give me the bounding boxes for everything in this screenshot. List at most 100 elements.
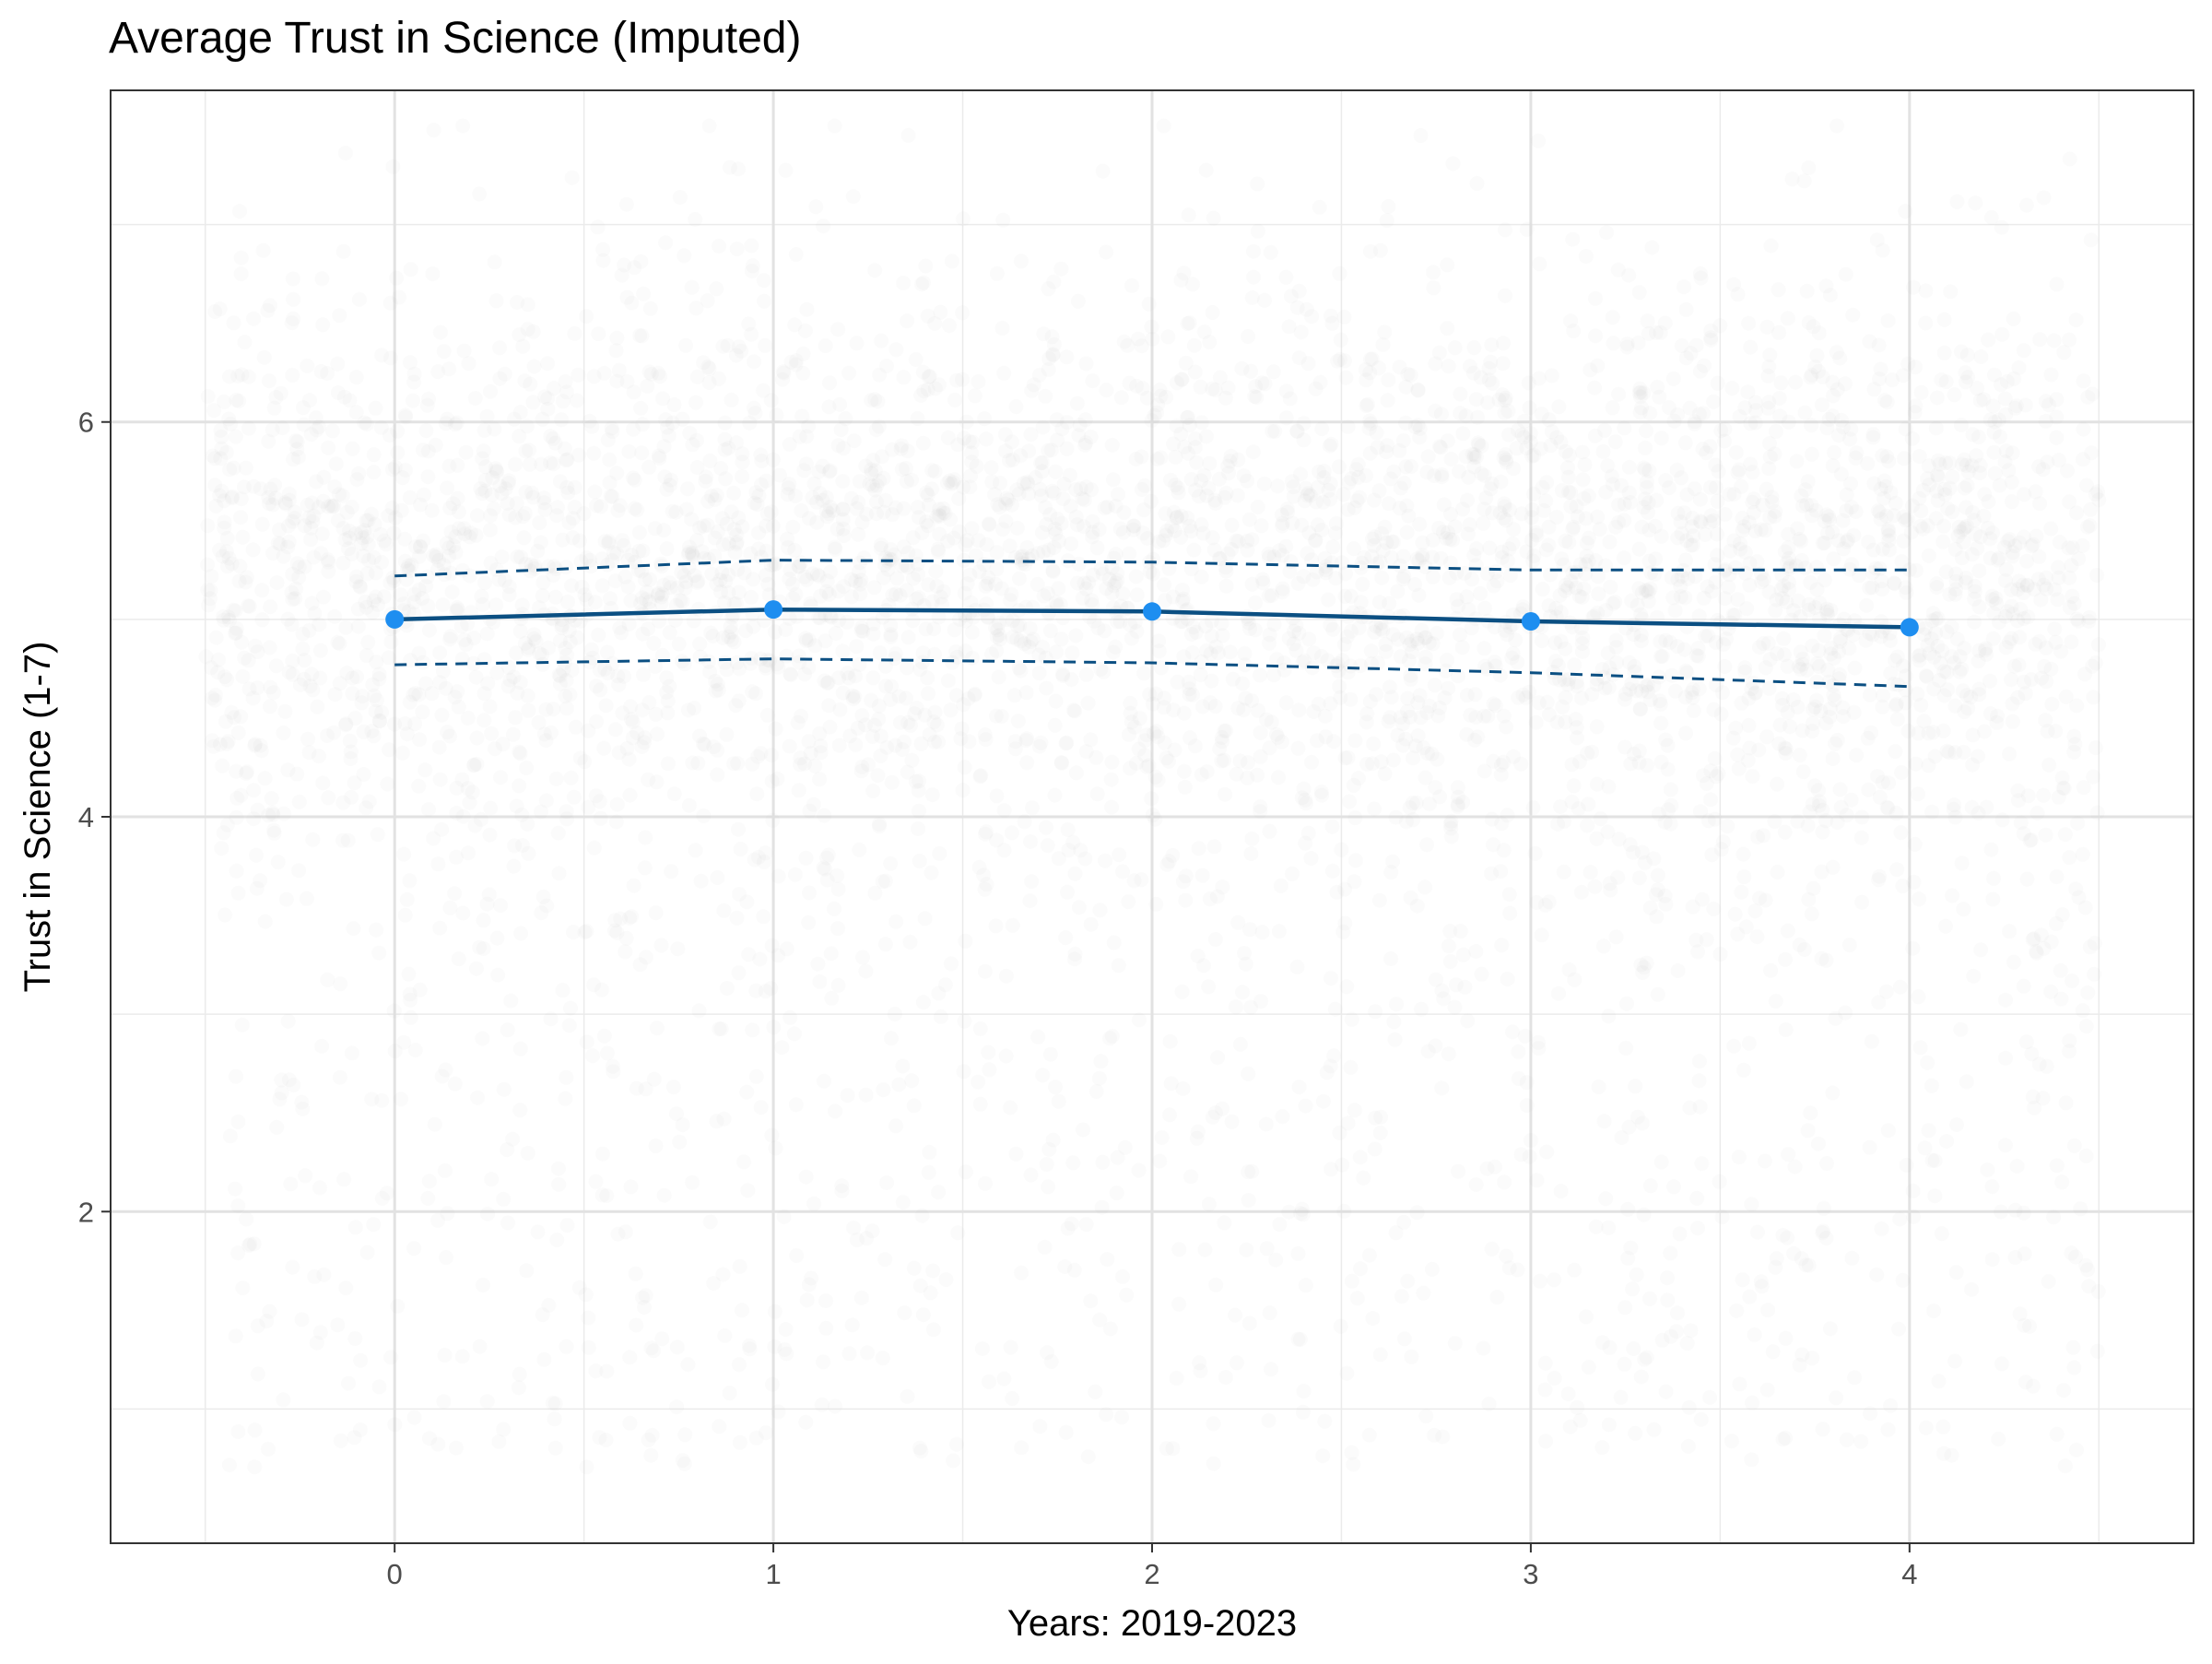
background-point [1617, 513, 1631, 528]
background-point [483, 801, 498, 816]
background-point [619, 290, 634, 305]
background-point [559, 811, 574, 826]
background-point [246, 312, 261, 326]
background-point [1465, 447, 1480, 462]
background-point [403, 987, 418, 1002]
background-point [713, 584, 728, 599]
background-point [1801, 1123, 1816, 1138]
background-point [1153, 450, 1168, 465]
background-point [446, 496, 461, 511]
background-point [1693, 1100, 1708, 1115]
background-point [1170, 375, 1184, 390]
background-point [741, 317, 756, 332]
background-point [1750, 1225, 1765, 1240]
background-point [810, 567, 825, 582]
background-point [230, 1198, 245, 1213]
background-point [2049, 431, 2064, 445]
background-point [735, 469, 749, 484]
background-point [1290, 301, 1305, 315]
background-point [1428, 404, 1442, 419]
background-point [390, 424, 405, 439]
background-point [1414, 710, 1429, 725]
background-point [1945, 1448, 1959, 1463]
background-point [1434, 469, 1449, 484]
background-point [1048, 465, 1063, 479]
background-point [1372, 483, 1387, 498]
background-point [1347, 733, 1362, 748]
background-point [1709, 480, 1724, 495]
background-point [279, 892, 294, 907]
background-point [1386, 535, 1401, 549]
background-point [1330, 354, 1345, 369]
background-point [698, 738, 712, 752]
background-point [1441, 433, 1455, 448]
background-point [1848, 661, 1863, 676]
background-point [1089, 1084, 1104, 1099]
background-point [905, 613, 920, 628]
background-point [1035, 1068, 1050, 1082]
background-point [1036, 326, 1051, 341]
background-point [2006, 545, 2020, 560]
background-point [1466, 340, 1481, 355]
background-point [1030, 1030, 1045, 1044]
background-point [582, 414, 597, 429]
background-point [1266, 364, 1281, 379]
background-point [1301, 826, 1316, 841]
background-point [1687, 703, 1701, 718]
background-point [1203, 891, 1218, 906]
background-point [1700, 579, 1715, 594]
background-point [1404, 368, 1418, 383]
background-point [1713, 947, 1728, 962]
background-point [622, 444, 637, 459]
background-point [763, 981, 778, 996]
background-point [205, 690, 219, 705]
background-point [654, 938, 669, 953]
background-point [1701, 813, 1716, 828]
background-point [1482, 372, 1497, 387]
background-point [1881, 313, 1896, 328]
background-point [1230, 701, 1245, 715]
background-point [1699, 445, 1713, 460]
background-point [665, 504, 680, 519]
background-point [1950, 195, 1965, 209]
background-point [477, 423, 492, 438]
background-point [1641, 495, 1656, 510]
background-point [1940, 502, 1955, 516]
background-point [1493, 864, 1508, 879]
background-point [870, 395, 885, 409]
background-point [1373, 1126, 1388, 1140]
background-point [1110, 1186, 1124, 1200]
background-point [502, 587, 517, 602]
background-point [380, 777, 394, 792]
background-point [912, 854, 927, 868]
background-point [570, 394, 584, 408]
background-point [677, 1427, 692, 1442]
background-point [406, 595, 421, 609]
background-point [1917, 1140, 1932, 1155]
background-point [367, 728, 382, 743]
background-point [1111, 1151, 1125, 1165]
background-point [897, 539, 912, 554]
background-point [271, 855, 286, 869]
background-point [1023, 893, 1038, 908]
background-point [1947, 699, 1962, 714]
background-point [539, 702, 554, 717]
background-point [1052, 1094, 1066, 1109]
background-point [692, 1003, 707, 1018]
background-point [1280, 502, 1295, 516]
background-point [1714, 842, 1729, 856]
background-point [1045, 348, 1060, 362]
background-point [669, 1399, 684, 1414]
background-point [766, 1020, 781, 1034]
background-point [865, 1223, 879, 1238]
background-point [832, 397, 847, 412]
background-point [670, 941, 685, 956]
background-point [2068, 1250, 2083, 1265]
background-point [1443, 821, 1458, 836]
background-point [1945, 469, 1959, 484]
background-point [286, 1078, 300, 1092]
background-point [1838, 376, 1853, 391]
background-point [1132, 1163, 1147, 1178]
background-point [1959, 1074, 1974, 1089]
background-point [1430, 752, 1444, 767]
